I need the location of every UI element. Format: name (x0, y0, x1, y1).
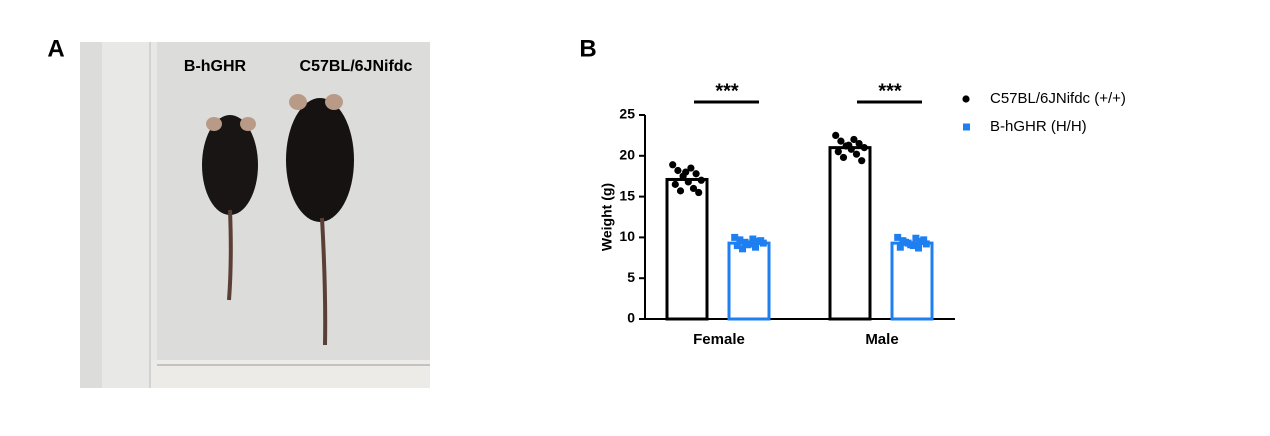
data-point (676, 187, 685, 195)
y-axis-label: Weight (g) (599, 183, 615, 251)
data-point (839, 153, 848, 162)
data-point (674, 166, 682, 175)
data-point (907, 241, 915, 249)
data-point (682, 168, 690, 176)
panel-label: A (47, 35, 64, 62)
significance-label: *** (878, 80, 902, 102)
data-point (687, 164, 695, 172)
data-point (902, 238, 909, 246)
data-point (731, 233, 739, 241)
data-point (837, 137, 845, 145)
data-point (695, 188, 703, 197)
data-point (832, 131, 840, 139)
legend-marker (963, 123, 970, 131)
data-point (860, 144, 868, 152)
x-tick-label: Male (865, 331, 898, 348)
bar (828, 146, 872, 321)
data-point (671, 180, 679, 188)
data-point (669, 161, 677, 169)
data-point (697, 176, 705, 184)
photo-label: B-hGHR (184, 58, 247, 75)
x-tick-label: Female (693, 331, 745, 348)
data-point (896, 243, 904, 251)
data-point (749, 235, 757, 243)
y-tick-label: 5 (627, 269, 635, 285)
y-tick-label: 20 (619, 147, 635, 163)
data-point (912, 234, 920, 242)
y-tick-label: 0 (627, 310, 635, 326)
data-point (733, 242, 741, 250)
data-point (845, 141, 853, 149)
photo-label: C57BL/6JNifdc (300, 58, 413, 75)
y-tick-label: 10 (619, 228, 635, 244)
bar (727, 241, 771, 321)
data-point (834, 148, 842, 156)
data-point (692, 170, 700, 178)
data-point (852, 150, 861, 158)
data-point (915, 244, 922, 252)
data-point (922, 240, 930, 248)
y-tick-label: 25 (619, 106, 635, 122)
bar-chart: 0 5 10 15 20 25 Weight (g) Female Male *** *** C57B… (599, 80, 1126, 348)
data-point (752, 243, 759, 251)
significance-label: *** (715, 80, 739, 102)
legend-label: B-hGHR (H/H) (990, 118, 1087, 135)
panel-label: B (579, 35, 596, 62)
legend-marker (962, 95, 970, 103)
bar (890, 241, 934, 321)
bar (665, 177, 709, 321)
data-point (689, 184, 698, 193)
data-point (858, 157, 866, 165)
data-point (920, 236, 928, 244)
data-point (739, 245, 746, 253)
data-point (757, 237, 765, 245)
data-point (736, 236, 744, 244)
photo: B-hGHR C57BL/6JNifdc (80, 42, 430, 388)
y-tick-label: 15 (619, 187, 635, 203)
data-point (684, 178, 692, 186)
data-point (855, 139, 863, 148)
data-point (744, 241, 752, 249)
data-point (850, 135, 858, 144)
legend-label: C57BL/6JNifdc (+/+) (990, 90, 1126, 107)
data-point (894, 233, 902, 241)
